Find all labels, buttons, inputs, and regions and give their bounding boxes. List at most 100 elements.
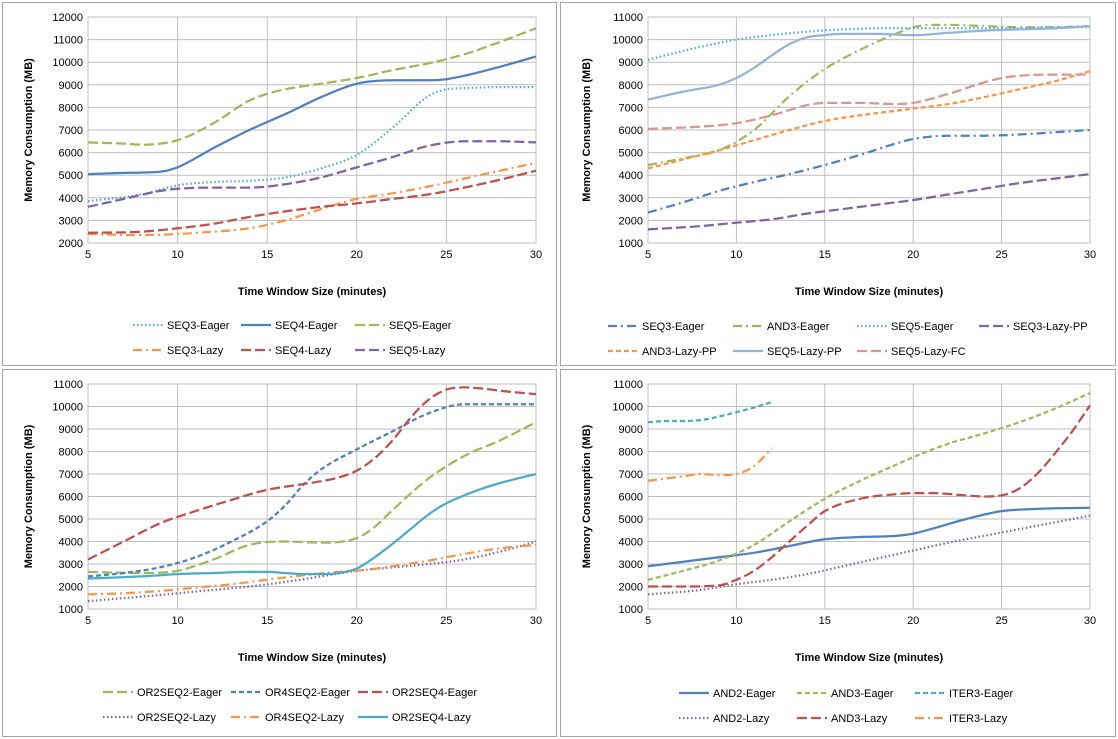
legend-entry-or2seq2-eager: OR2SEQ2-Eager [103,687,222,699]
legend-entry-or2seq4-eager: OR2SEQ4-Eager [358,687,477,699]
series-line-seq4-eager [87,55,537,176]
y-tick-label: 4000 [59,193,83,205]
x-tick-label: 20 [351,615,363,627]
chart-top-left: 2000 3000 4000 5000 6000 7000 8000 9000 10000 110… [23,12,542,357]
x-tick-label: 20 [907,615,919,627]
legend-label: OR4SEQ2-Lazy [265,712,344,724]
x-axis-label: Time Window Size (minutes) [795,652,944,664]
legend-entry-seq5-lazy-fc: SEQ5-Lazy-FC [857,346,966,358]
y-tick-label: 6000 [59,492,83,504]
legend-entry-seq5-lazy: SEQ5-Lazy [355,345,446,357]
y-tick-label: 5000 [619,514,643,526]
y-tick-label: 3000 [619,559,643,571]
x-tick-label: 30 [1084,249,1096,261]
legend-entry-or2seq4-lazy: OR2SEQ4-Lazy [358,712,471,724]
series-line-seq5-lazy-pp [647,24,1091,101]
y-tick-label: 11000 [613,379,643,391]
legend-entry-seq3-lazy: SEQ3-Lazy [133,345,224,357]
x-tick-label: 10 [171,249,183,261]
y-tick-label: 10000 [52,57,83,69]
series-line-and2-lazy [647,514,1091,596]
legend-entry-and3-lazy-pp: AND3-Lazy-PP [608,346,717,358]
legend-label: SEQ4-Lazy [275,345,332,357]
legend-entry-iter3-eager: ITER3-Eager [915,688,1014,700]
y-tick-label: 3000 [619,193,643,205]
x-tick-label: 10 [730,249,742,261]
series-line-iter3-lazy [647,447,773,482]
x-tick-label: 15 [819,249,831,261]
x-tick-label: 15 [819,615,831,627]
chart-top-right: 1000 2000 3000 4000 5000 6000 7000 8000 9000 1000… [581,12,1096,358]
x-axis-label: Time Window Size (minutes) [238,286,387,298]
y-axis-label: Memory Consumption (MB) [581,58,593,202]
x-tick-label: 25 [440,615,452,627]
legend-entry-and3-eager: AND3-Eager [797,688,894,700]
y-tick-label: 7000 [59,125,83,137]
y-tick-label: 8000 [619,447,643,459]
chart-panel-top-right: 1000 2000 3000 4000 5000 6000 7000 8000 9000 1000… [560,2,1116,366]
legend-entry-and2-eager: AND2-Eager [679,688,776,700]
legend-label: AND3-Eager [767,321,830,333]
x-tick-label: 25 [995,615,1007,627]
y-tick-label: 4000 [619,170,643,182]
x-tick-label: 5 [645,249,651,261]
y-tick-label: 1000 [59,604,83,616]
y-tick-label: 6000 [619,492,643,504]
series-line-or2seq4-eager [87,386,537,561]
x-tick-label: 5 [645,615,651,627]
y-axis-label: Memory Consumption (MB) [23,58,35,202]
y-tick-label: 7000 [619,102,643,114]
x-tick-label: 5 [85,615,91,627]
y-tick-label: 1000 [619,238,643,250]
y-tick-label: 11000 [613,12,643,24]
y-tick-label: 4000 [619,537,643,549]
x-tick-label: 25 [995,249,1007,261]
y-tick-label: 8000 [619,80,643,92]
legend-entry-or4seq2-lazy: OR4SEQ2-Lazy [231,712,344,724]
y-tick-label: 9000 [619,424,643,436]
legend-entry-and3-eager: AND3-Eager [733,321,830,333]
y-tick-label: 2000 [59,582,83,594]
legend-entry-or2seq2-lazy: OR2SEQ2-Lazy [103,712,216,724]
y-tick-label: 2000 [59,238,83,250]
legend-label: SEQ5-Lazy-PP [767,346,842,358]
chart-bottom-right: 1000 2000 3000 4000 5000 6000 7000 8000 9000 1000… [581,379,1096,725]
chart-panel-bottom-right: 1000 2000 3000 4000 5000 6000 7000 8000 9000 1000… [560,369,1116,737]
y-tick-label: 11000 [53,35,83,47]
legend-label: AND3-Lazy [831,713,888,725]
legend-entry-seq3-lazy-pp: SEQ3-Lazy-PP [979,321,1088,333]
legend-label: SEQ4-Eager [275,320,338,332]
x-tick-label: 20 [907,249,919,261]
x-tick-label: 10 [730,615,742,627]
x-tick-label: 30 [1084,615,1096,627]
y-tick-label: 9000 [619,57,643,69]
legend-label: SEQ3-Eager [167,320,230,332]
legend-label: SEQ5-Eager [891,321,954,333]
legend-entry-and3-lazy: AND3-Lazy [797,713,888,725]
legend-entry-and2-lazy: AND2-Lazy [679,713,770,725]
series-line-iter3-eager [647,400,773,424]
legend-label: OR2SEQ2-Lazy [137,712,216,724]
y-axis-label: Memory Consumption (MB) [23,424,35,568]
y-tick-label: 5000 [59,514,83,526]
x-tick-label: 15 [261,249,273,261]
series-line-seq3-eager [647,128,1091,214]
y-tick-label: 10000 [612,402,643,414]
y-axis-label: Memory Consumption (MB) [581,424,593,568]
legend-label: AND2-Eager [713,688,776,700]
legend-label: OR2SEQ4-Eager [392,687,477,699]
series-line-and3-eager [647,391,1091,581]
y-tick-label: 3000 [59,215,83,227]
legend-entry-seq5-lazy-pp: SEQ5-Lazy-PP [733,346,842,358]
legend-entry-seq3-eager: SEQ3-Eager [133,320,230,332]
legend-label: ITER3-Eager [949,688,1014,700]
chart-panel-top-left: 2000 3000 4000 5000 6000 7000 8000 9000 10000 110… [2,2,557,366]
legend-entry-seq5-eager: SEQ5-Eager [355,320,452,332]
y-tick-label: 5000 [619,148,643,160]
series-line-and3-lazy-pp [647,70,1091,170]
x-tick-label: 30 [530,615,542,627]
legend-label: SEQ3-Lazy [167,345,224,357]
y-tick-label: 6000 [619,125,643,137]
y-tick-label: 12000 [52,12,83,24]
y-tick-label: 11000 [53,379,83,391]
